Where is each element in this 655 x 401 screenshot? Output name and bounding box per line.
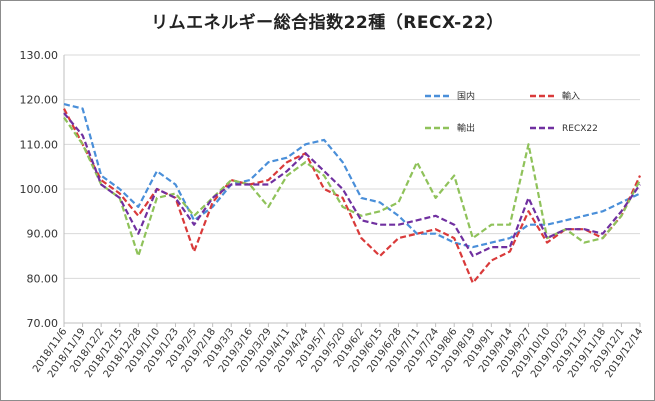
legend-label: 輸出 — [457, 122, 475, 134]
y-tick-label: 130.00 — [20, 49, 59, 62]
series-lines — [63, 103, 641, 284]
y-tick-label: 120.00 — [20, 94, 59, 107]
y-tick-label: 110.00 — [20, 138, 59, 151]
series-line-2 — [63, 108, 641, 284]
y-tick-label: 100.00 — [20, 183, 59, 196]
y-tick-label: 80.00 — [27, 272, 59, 285]
series-line-3 — [63, 116, 641, 258]
y-tick-label: 70.00 — [27, 317, 59, 330]
legend-label: 国内 — [457, 90, 475, 102]
chart-title: リムエネルギー総合指数22種（RECX-22） — [151, 13, 504, 33]
legend-label: 輸入 — [562, 90, 580, 102]
legend-label: RECX22 — [562, 124, 598, 134]
series-line-1 — [63, 103, 641, 249]
y-tick-label: 90.00 — [27, 228, 59, 241]
axes: 70.0080.0090.00100.00110.00120.00130.002… — [20, 49, 646, 380]
